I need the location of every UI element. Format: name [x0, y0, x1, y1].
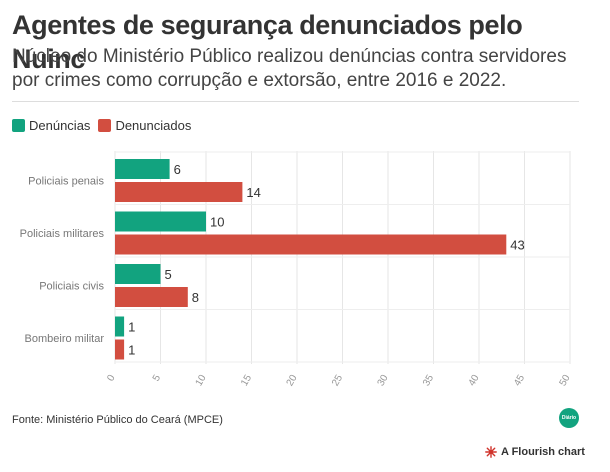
legend-item-denuncias[interactable]: Denúncias — [12, 118, 90, 133]
legend-label-denunciados: Denunciados — [115, 118, 192, 133]
x-tick-label: 50 — [558, 373, 573, 389]
bar — [115, 287, 188, 307]
bar — [115, 264, 161, 284]
data-label: 14 — [246, 185, 260, 200]
data-label: 6 — [174, 162, 181, 177]
category-label: Policiais militares — [20, 228, 105, 240]
chart-subtitle: Núcleo do Ministério Público realizou de… — [12, 46, 567, 91]
x-tick-label: 20 — [285, 373, 300, 389]
data-label: 10 — [210, 215, 224, 230]
source-note: Fonte: Ministério Público do Ceará (MPCE… — [12, 414, 223, 426]
bar — [115, 339, 125, 360]
category-label: Policiais penais — [28, 176, 104, 188]
publisher-logo[interactable]: Diário — [559, 408, 579, 428]
category-label: Bombeiro militar — [25, 333, 105, 345]
x-tick-label: 40 — [467, 373, 482, 389]
bar — [115, 234, 507, 255]
legend: Denúncias Denunciados — [12, 118, 199, 133]
bar — [115, 211, 206, 232]
chart-title: Agentes de segurança denunciados pelo Nu… — [12, 10, 523, 74]
x-tick-label: 25 — [330, 373, 345, 389]
legend-item-denunciados[interactable]: Denunciados — [98, 118, 191, 133]
x-tick-label: 5 — [151, 373, 164, 384]
data-label: 5 — [165, 267, 172, 282]
x-tick-label: 35 — [421, 373, 436, 389]
x-tick-label: 10 — [194, 373, 209, 389]
legend-swatch-denunciados — [98, 119, 112, 132]
legend-swatch-denuncias — [12, 119, 25, 132]
x-tick-label: 45 — [512, 373, 527, 389]
category-label: Policiais civis — [39, 281, 104, 293]
legend-label-denuncias: Denúncias — [29, 118, 91, 133]
flourish-credit[interactable]: A Flourish chart — [485, 446, 585, 458]
data-label: 8 — [192, 290, 199, 305]
flourish-star-icon — [485, 446, 497, 458]
x-tick-label: 15 — [239, 373, 254, 389]
x-tick-label: 0 — [105, 373, 118, 384]
header-divider — [12, 101, 579, 102]
data-label: 1 — [128, 343, 135, 358]
bar — [115, 182, 243, 202]
data-label: 43 — [510, 238, 524, 253]
x-tick-label: 30 — [376, 373, 391, 389]
flourish-credit-label: A Flourish chart — [501, 446, 585, 458]
bar — [115, 316, 125, 337]
data-label: 1 — [128, 320, 135, 335]
bar — [115, 159, 170, 179]
